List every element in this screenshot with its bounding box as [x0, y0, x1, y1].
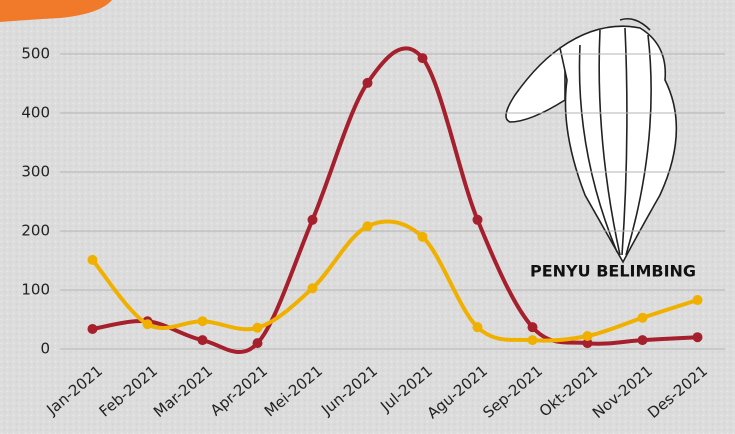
data-point: [417, 53, 428, 64]
data-point: [252, 322, 263, 333]
data-point: [197, 316, 208, 327]
data-point: [692, 295, 703, 306]
data-point: [527, 322, 538, 333]
y-tick-label: 500: [21, 45, 50, 63]
turtle-illustration: [505, 17, 678, 264]
data-point: [637, 312, 648, 323]
data-point: [87, 323, 98, 334]
data-point: [87, 254, 98, 265]
data-point: [362, 221, 373, 232]
y-tick-label: 0: [40, 340, 50, 358]
data-point: [472, 214, 483, 225]
annotation: PENYU BELIMBING: [530, 262, 696, 281]
data-point: [362, 77, 373, 88]
data-point: [197, 335, 208, 346]
data-point: [692, 332, 703, 343]
y-tick-label: 300: [21, 163, 50, 181]
data-point: [527, 335, 538, 346]
data-point: [307, 214, 318, 225]
data-point: [252, 338, 263, 349]
data-point: [417, 231, 428, 242]
data-point: [582, 331, 593, 342]
data-point: [472, 322, 483, 333]
series-line: [90, 46, 700, 355]
y-tick-label: 100: [21, 281, 50, 299]
data-point: [637, 335, 648, 346]
y-tick-label: 400: [21, 104, 50, 122]
decor-blob: [0, 0, 112, 22]
data-point: [142, 319, 153, 330]
data-point: [582, 338, 593, 349]
y-tick-label: 200: [21, 222, 50, 240]
data-point: [307, 283, 318, 294]
